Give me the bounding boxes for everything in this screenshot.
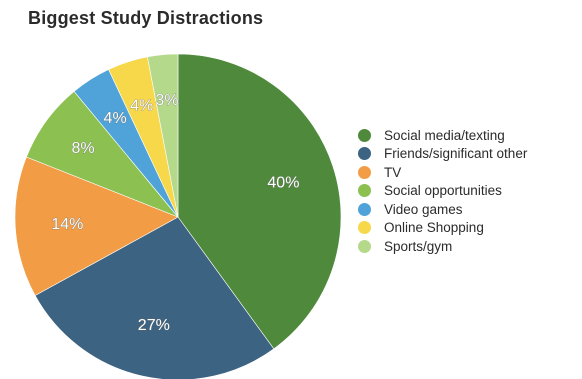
legend-item-online-shopping: Online Shopping — [358, 219, 527, 238]
legend-item-social-media: Social media/texting — [358, 126, 527, 145]
legend-label: Friends/significant other — [384, 146, 528, 162]
legend-label: Social media/texting — [384, 127, 505, 143]
pie-slice-tv — [14, 156, 179, 296]
pie-slice-social-media-texting — [177, 53, 342, 350]
slice-label-sports-gym: 3% — [155, 92, 178, 109]
legend-label: TV — [384, 164, 402, 180]
legend-swatch — [358, 165, 371, 179]
legend-label: Social opportunities — [384, 183, 502, 199]
pie-slice-friends-significant-other — [34, 216, 275, 379]
legend-swatch — [358, 221, 371, 235]
legend-swatch — [358, 202, 371, 216]
slice-label-friends-significant-other: 27% — [138, 317, 170, 334]
legend-swatch — [358, 239, 371, 253]
legend-item-sports-gym: Sports/gym — [358, 237, 527, 256]
slice-label-video-games: 4% — [104, 110, 127, 127]
legend-item-friends: Friends/significant other — [358, 145, 527, 164]
legend-swatch — [358, 128, 371, 142]
legend-label: Video games — [384, 201, 463, 217]
slice-label-online-shopping: 4% — [130, 97, 153, 114]
pie-slice-sports-gym — [147, 53, 179, 218]
slice-label-tv: 14% — [51, 216, 83, 233]
legend-label: Online Shopping — [384, 220, 484, 236]
legend-swatch — [358, 184, 371, 198]
legend-label: Sports/gym — [384, 238, 453, 254]
legend-swatch — [358, 147, 371, 161]
legend: Social media/texting Friends/significant… — [358, 126, 527, 256]
legend-item-tv: TV — [358, 163, 527, 182]
legend-item-social-opportunities: Social opportunities — [358, 182, 527, 201]
chart-title: Biggest Study Distractions — [28, 8, 264, 28]
slice-label-social-media-texting: 40% — [267, 175, 299, 192]
slice-label-social-opportunities: 8% — [71, 140, 94, 157]
legend-item-video-games: Video games — [358, 200, 527, 219]
